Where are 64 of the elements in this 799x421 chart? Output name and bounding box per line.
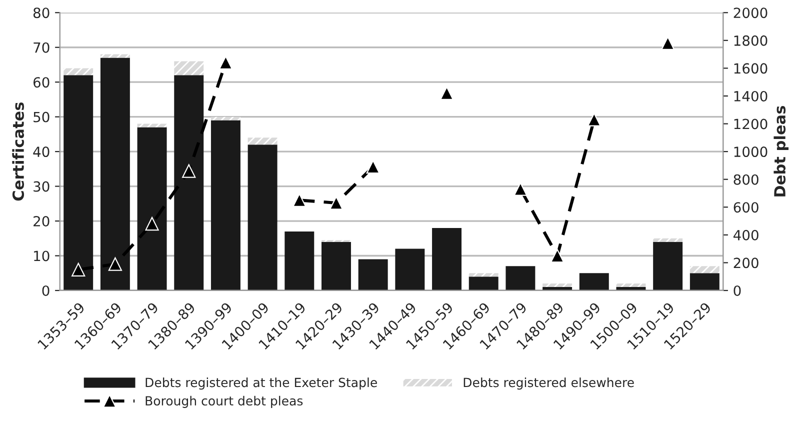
point (72, 262, 86, 276)
point (587, 112, 601, 126)
bar (248, 138, 278, 145)
bar (64, 68, 94, 76)
bar (395, 248, 425, 290)
y2-tick-label: 1600 (734, 63, 768, 74)
y2-tick-label: 1400 (734, 90, 768, 102)
y-tick-label: 50 (34, 112, 50, 122)
bar (690, 266, 720, 274)
point (292, 193, 306, 207)
bar (100, 54, 130, 58)
y-tick-label: 70 (34, 42, 50, 53)
y2-tick-label: 600 (734, 202, 758, 213)
point (514, 182, 528, 196)
bar (100, 58, 130, 290)
y2-tick-label: 800 (734, 174, 758, 185)
bar (653, 238, 683, 242)
y2-tick-label: 400 (733, 230, 758, 240)
y2-axis-title: Debt pleas (774, 106, 789, 196)
bar (653, 242, 683, 290)
legend-label: Debts registered at the Exeter Staple (146, 378, 377, 390)
y-tick-label: 30 (34, 181, 50, 192)
bar (174, 75, 204, 290)
bar (616, 284, 646, 288)
point (661, 36, 675, 50)
bar (210, 120, 240, 290)
y-tick-label: 10 (34, 250, 50, 262)
bar (468, 276, 498, 290)
y2-tick-label: 0 (734, 285, 741, 296)
y2-tick-label: 2000 (734, 8, 768, 18)
point (182, 164, 196, 178)
y2-tick-label: 200 (734, 258, 758, 268)
y2-tick-label: 1000 (734, 146, 768, 158)
point (329, 196, 344, 210)
bar (579, 273, 609, 290)
bar (432, 228, 462, 290)
y-axis-title: Certificates (12, 102, 24, 201)
bar (284, 231, 314, 290)
point (145, 217, 159, 231)
bar (64, 75, 94, 290)
y-tick-label: 80 (33, 8, 50, 18)
bar (137, 127, 167, 290)
y2-tick-label: 1200 (734, 118, 768, 130)
bar (358, 259, 388, 290)
bar (322, 242, 351, 290)
legend-label: Debts registered elsewhere (464, 378, 634, 390)
bar (542, 284, 572, 288)
point (366, 160, 380, 174)
y-tick-label: 0 (42, 285, 50, 296)
legend-label: Borough court debt pleas (146, 396, 303, 408)
bar (468, 273, 498, 277)
bar (174, 61, 204, 76)
point (218, 56, 233, 70)
point (550, 248, 564, 263)
bar (506, 266, 536, 290)
y-tick-label: 40 (33, 146, 50, 158)
y-tick-label: 20 (34, 216, 50, 226)
y-tick-label: 60 (34, 77, 50, 88)
point (440, 86, 454, 100)
bar (248, 144, 278, 290)
point (108, 257, 122, 271)
y2-tick-label: 1800 (734, 35, 768, 46)
bar (690, 273, 720, 290)
bar (210, 116, 240, 120)
